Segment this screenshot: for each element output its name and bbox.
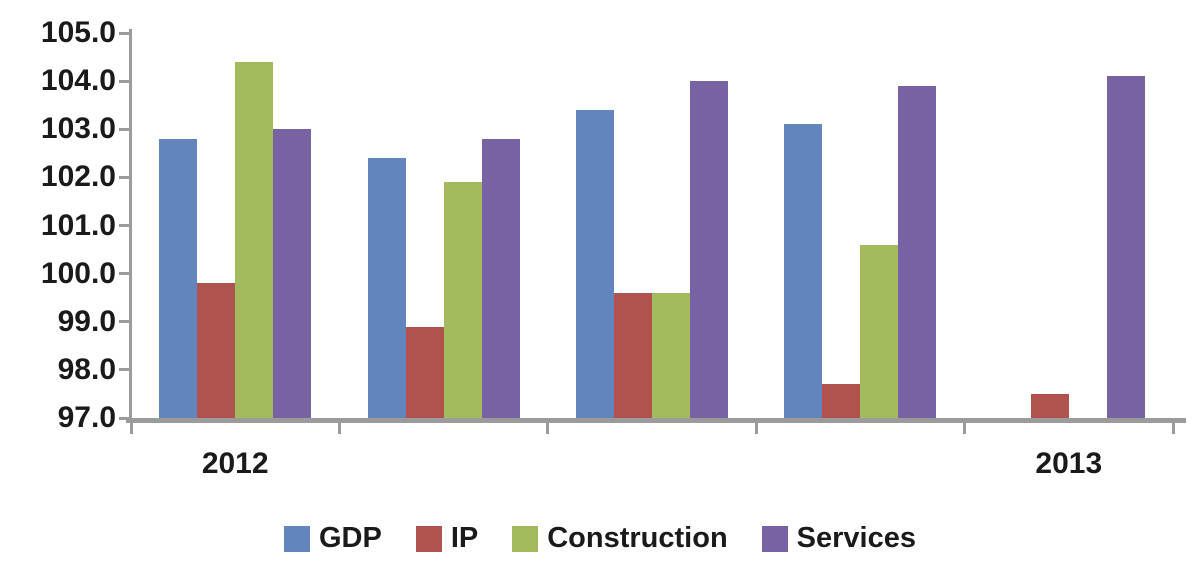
bar-gdp-group1 [159, 138, 198, 418]
bar-services-group5 [1106, 76, 1145, 418]
y-axis-label: 101.0 [40, 208, 116, 242]
y-axis-label: 105.0 [40, 16, 116, 49]
y-axis-tick [119, 368, 131, 372]
y-axis-tick [119, 79, 131, 83]
legend-item-construction: Construction [512, 522, 728, 554]
bar-construction-group1 [235, 61, 274, 418]
x-axis-label-2013: 2013 [1035, 447, 1103, 480]
bar-ip-group4 [822, 384, 861, 418]
y-axis-label: 103.0 [40, 112, 116, 146]
legend-label: GDP [318, 522, 382, 554]
bar-construction-group2 [443, 182, 482, 418]
y-axis-label: 100.0 [40, 256, 116, 290]
x-axis-tick [963, 423, 967, 434]
x-axis-label-2012: 2012 [201, 447, 269, 480]
legend-label: IP [450, 522, 479, 554]
legend-item-gdp: GDP [283, 522, 382, 554]
x-axis-tick [546, 423, 550, 434]
y-axis-tick [119, 320, 131, 324]
x-axis-tick [129, 423, 133, 434]
legend-label: Services [796, 522, 916, 554]
y-axis-label: 99.0 [57, 304, 116, 338]
bar-ip-group5 [1030, 393, 1069, 418]
bar-ip-group1 [197, 283, 236, 418]
bar-services-group4 [898, 85, 937, 418]
x-axis-tick [754, 423, 758, 434]
y-axis-label: 102.0 [40, 160, 116, 194]
legend-label: Construction [547, 522, 728, 554]
x-axis-tick [337, 423, 341, 434]
legend-swatch-ip [415, 525, 442, 552]
y-axis-tick [119, 175, 131, 179]
y-axis-tick [119, 224, 131, 227]
bar-services-group2 [481, 138, 520, 418]
bar-services-group1 [273, 129, 312, 418]
bar-construction-group3 [652, 292, 690, 418]
y-axis-tick [119, 127, 131, 131]
bar-ip-group2 [405, 326, 444, 418]
y-axis-label: 104.0 [40, 64, 116, 98]
y-axis-label: 97.0 [57, 401, 116, 434]
bar-gdp-group4 [784, 124, 823, 418]
bar-gdp-group2 [367, 158, 406, 418]
legend-swatch-services [761, 525, 788, 552]
x-axis-line [126, 418, 1186, 423]
y-axis-tick [119, 31, 131, 35]
y-axis-label: 98.0 [57, 352, 116, 386]
y-axis-tick [119, 272, 131, 276]
bar-gdp-group3 [576, 110, 614, 418]
legend-swatch-gdp [283, 525, 310, 552]
y-axis-tick [119, 416, 131, 420]
legend-item-services: Services [761, 522, 916, 554]
bar-services-group3 [690, 81, 728, 418]
legend-swatch-construction [512, 525, 539, 552]
x-axis-tick [1171, 423, 1175, 434]
bar-construction-group4 [860, 244, 899, 418]
chart-legend: GDP IP Construction Services [0, 524, 1200, 553]
bar-ip-group3 [614, 292, 652, 418]
legend-item-ip: IP [415, 522, 479, 554]
